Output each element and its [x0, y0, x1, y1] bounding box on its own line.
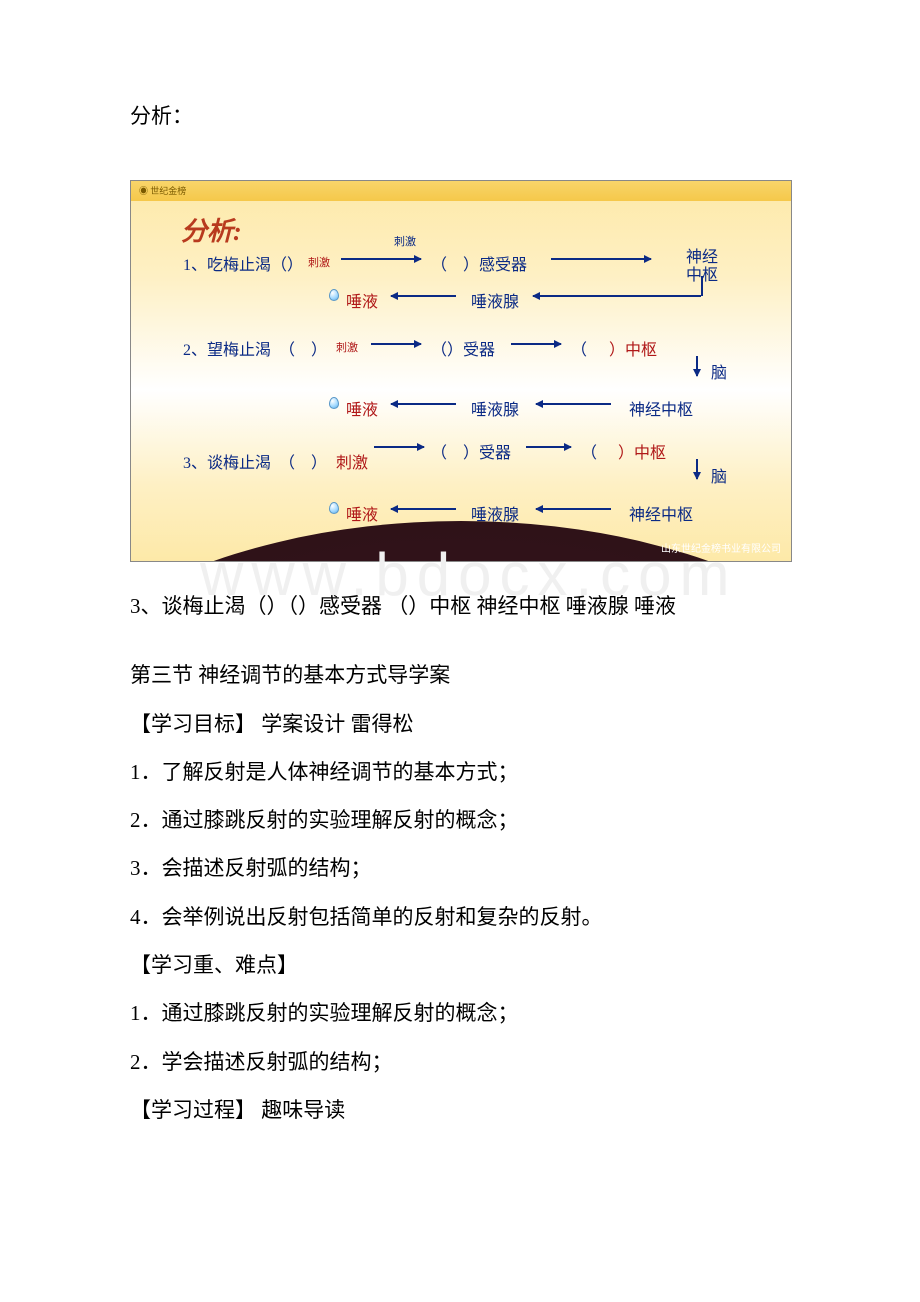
- goal-item: 1．了解反射是人体神经调节的基本方式；: [130, 748, 790, 796]
- line-3-text: 3、谈梅止渴（）（）感受器 （）中枢 神经中枢 唾液腺 唾液: [130, 582, 790, 630]
- drop-icon: [329, 502, 339, 514]
- arrow-icon: [536, 508, 611, 510]
- document-body: 3、谈梅止渴（）（）感受器 （）中枢 神经中枢 唾液腺 唾液 第三节 神经调节的…: [130, 582, 790, 1134]
- row2-saliva: 唾液: [346, 396, 378, 420]
- arrow-icon: [391, 403, 456, 405]
- row1-label: 1、吃梅止渴（）: [183, 251, 303, 275]
- line-icon: [701, 276, 703, 296]
- arrow-icon: [536, 403, 611, 405]
- row1-receptor: （ ）感受器: [431, 251, 527, 275]
- arrow-icon: [696, 356, 698, 376]
- row2-label: 2、望梅止渴 （ ）: [183, 336, 327, 360]
- row3-center-p1: （: [581, 439, 597, 463]
- row2-nerve-center: 神经中枢: [629, 396, 693, 420]
- goal-item: 2．通过膝跳反射的实验理解反射的概念；: [130, 796, 790, 844]
- analysis-diagram: ◉ 世纪金榜 分析: 刺激 1、吃梅止渴（） 刺激 （ ）感受器 神经 中枢 唾…: [130, 180, 792, 562]
- diagram-title: 分析:: [181, 211, 242, 248]
- row2-gland: 唾液腺: [471, 396, 519, 420]
- row3-label: 3、谈梅止渴 （ ）: [183, 449, 327, 473]
- section-title: 第三节 神经调节的基本方式导学案: [130, 651, 790, 699]
- row3-saliva: 唾液: [346, 501, 378, 525]
- arrow-icon: [696, 459, 698, 479]
- row2-center-p1: （: [571, 336, 587, 360]
- arrow-icon: [391, 508, 456, 510]
- row1-gland: 唾液腺: [471, 288, 519, 312]
- row3-stim: 刺激: [336, 449, 368, 473]
- row3-receptor: （ ）受器: [431, 439, 511, 463]
- row3-brain: 脑: [711, 463, 727, 487]
- row2-stim: 刺激: [336, 339, 358, 355]
- stimulus-label-top: 刺激: [394, 233, 416, 249]
- process-label: 【学习过程】 趣味导读: [130, 1086, 790, 1134]
- row2-receptor: （）受器: [431, 336, 495, 360]
- goal-item: 3．会描述反射弧的结构；: [130, 844, 790, 892]
- difficulty-item: 1．通过膝跳反射的实验理解反射的概念；: [130, 989, 790, 1037]
- row3-center-p2: ）中枢: [618, 439, 666, 463]
- drop-icon: [329, 289, 339, 301]
- difficulty-item: 2．学会描述反射弧的结构；: [130, 1038, 790, 1086]
- arrow-icon: [533, 295, 701, 297]
- arrow-icon: [371, 343, 421, 345]
- row1-stim: 刺激: [308, 254, 330, 270]
- arrow-icon: [526, 446, 571, 448]
- row3-nerve-center: 神经中枢: [629, 501, 693, 525]
- drop-icon: [329, 397, 339, 409]
- diagram-brand-header: ◉ 世纪金榜: [131, 181, 791, 201]
- diagram-footer: 山东世纪金榜书业有限公司: [131, 539, 791, 561]
- arrow-icon: [511, 343, 561, 345]
- top-analysis-label: 分析：: [130, 100, 790, 130]
- row2-center-p2: ）中枢: [609, 336, 657, 360]
- arrow-icon: [374, 446, 424, 448]
- row1-saliva: 唾液: [346, 288, 378, 312]
- arrow-icon: [391, 295, 456, 297]
- goal-label: 【学习目标】 学案设计 雷得松: [130, 700, 790, 748]
- arrow-icon: [341, 258, 421, 260]
- goal-item: 4．会举例说出反射包括简单的反射和复杂的反射。: [130, 893, 790, 941]
- arrow-icon: [551, 258, 651, 260]
- row2-brain: 脑: [711, 359, 727, 383]
- difficulty-label: 【学习重、难点】: [130, 941, 790, 989]
